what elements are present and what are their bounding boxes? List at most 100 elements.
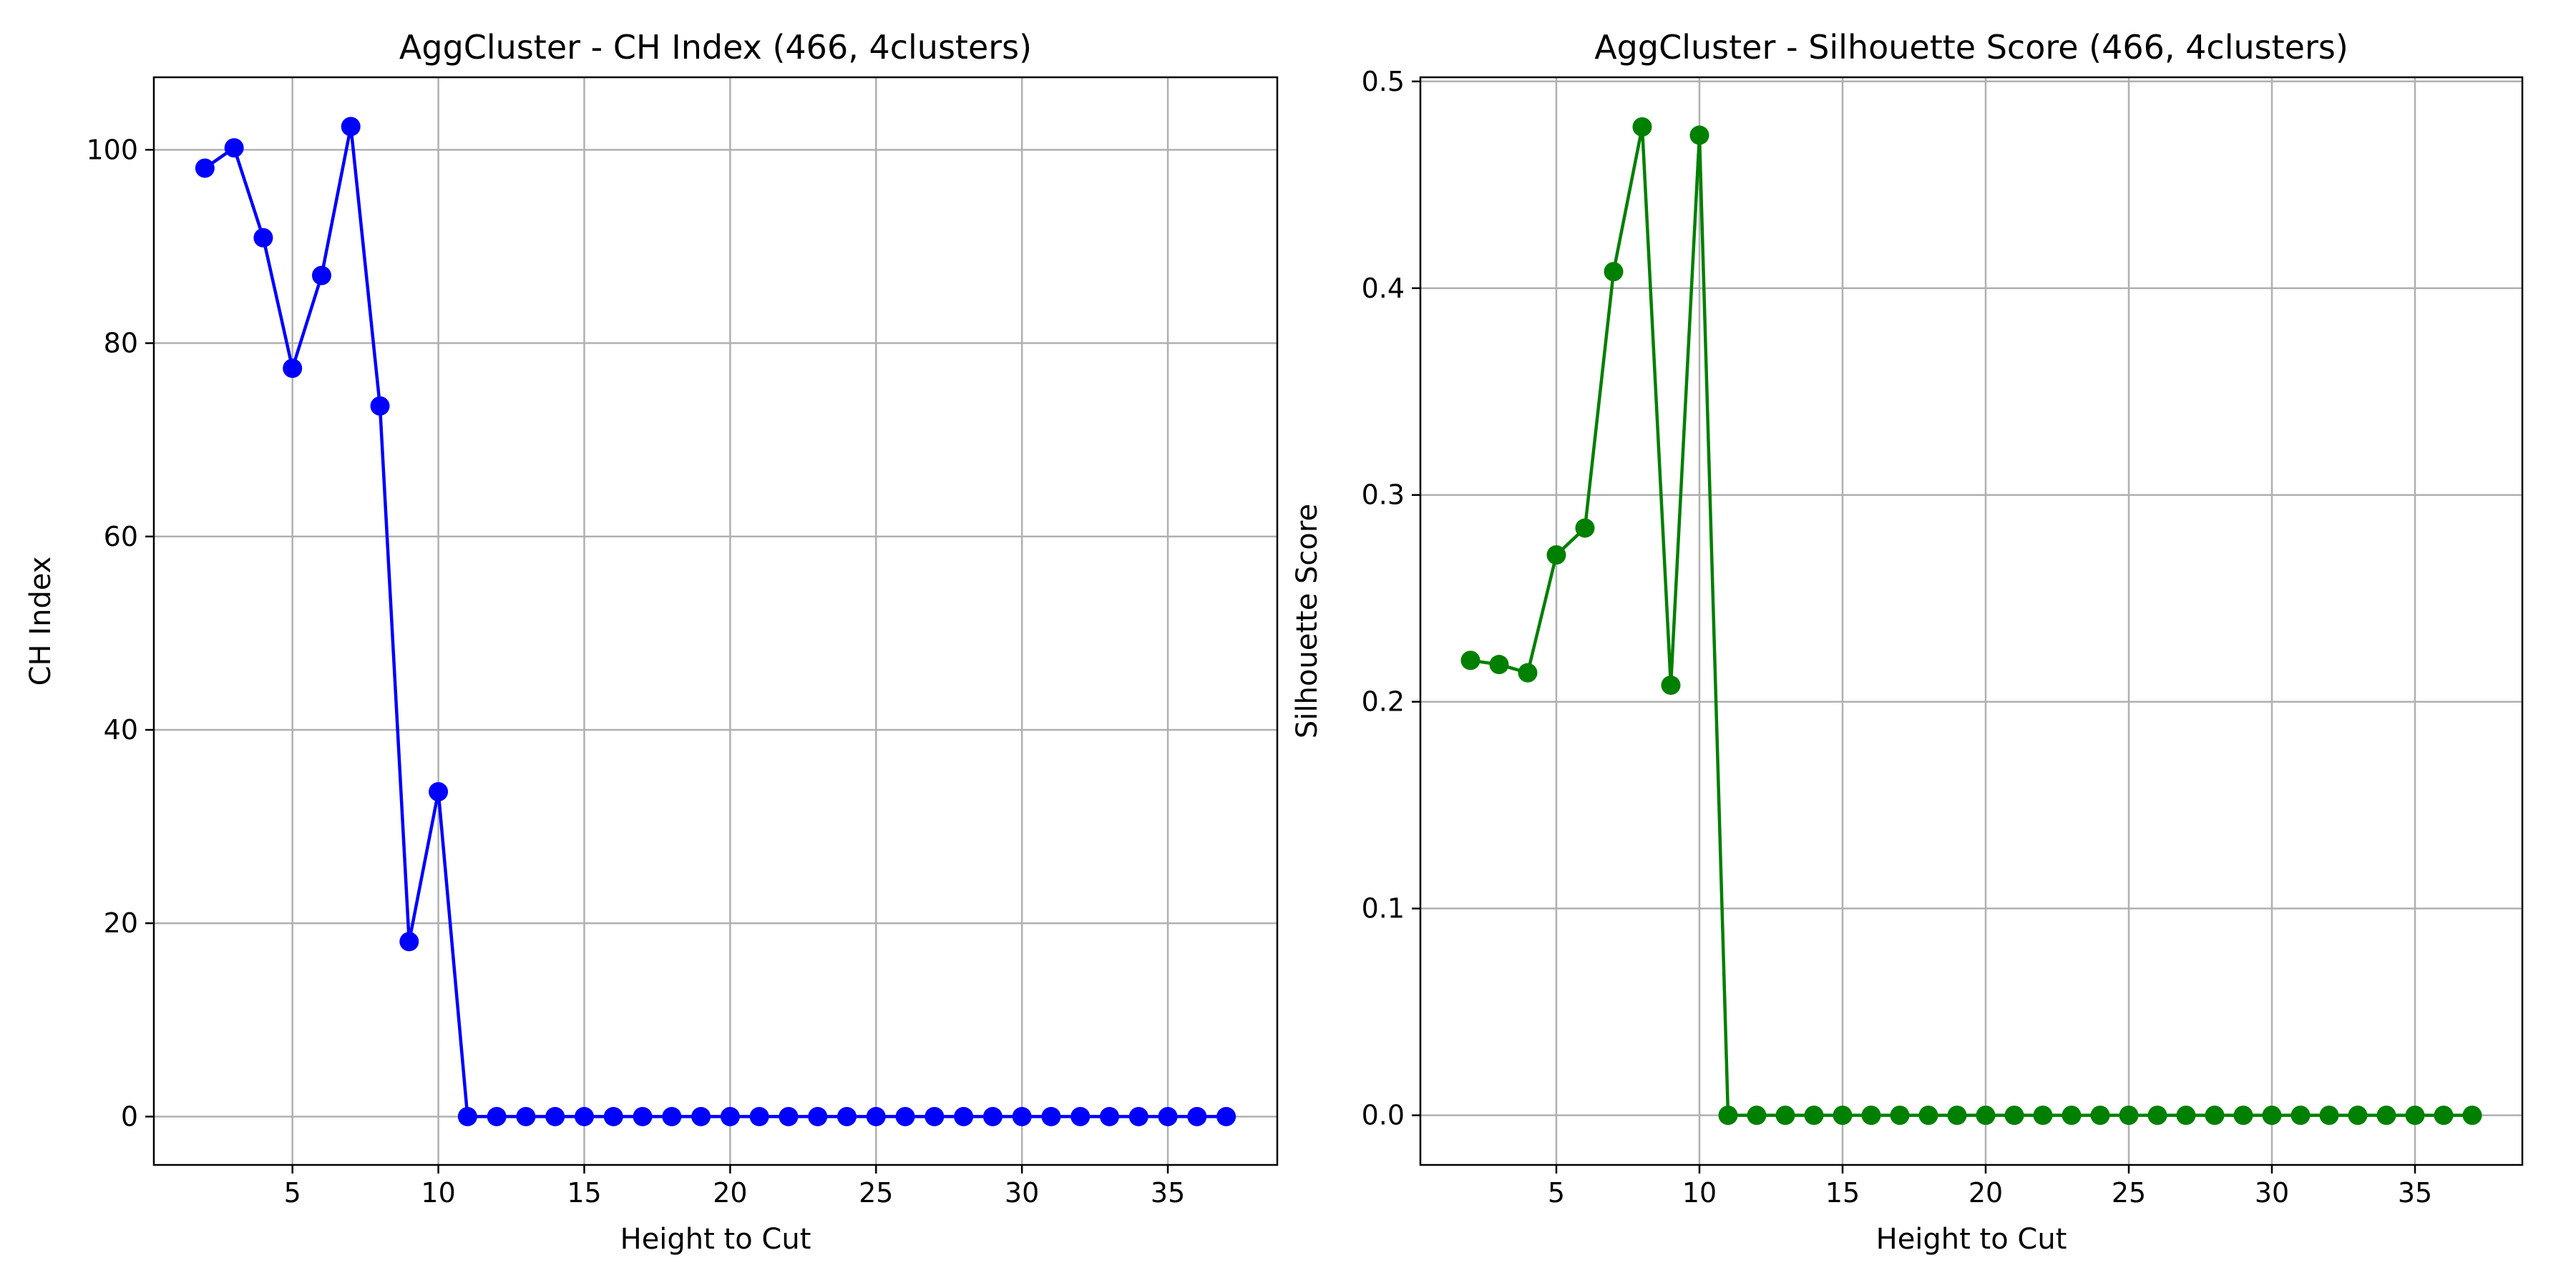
silhouette-score-data-point [2033, 1106, 2053, 1126]
ch-index-y-axis-label: CH Index [24, 557, 57, 686]
ch-index-plot-frame [152, 76, 1279, 1166]
ch-index-data-point [1041, 1106, 1061, 1126]
ch-index-data-point [837, 1106, 857, 1126]
ch-index-y-tick-label: 80 [104, 328, 138, 359]
ch-index-data-point [1187, 1106, 1207, 1126]
silhouette-score-data-point [2062, 1106, 2082, 1126]
ch-index-x-tick-label: 25 [859, 1177, 893, 1209]
ch-index-data-point [253, 228, 273, 248]
ch-index-series [195, 117, 1236, 1126]
ch-index-data-point [924, 1106, 945, 1126]
ch-index-data-point [516, 1106, 536, 1126]
silhouette-score-x-tick-label: 30 [2255, 1177, 2289, 1209]
ch-index-data-point [1216, 1106, 1236, 1126]
ch-index-y-tick-label: 60 [104, 521, 138, 552]
ch-index-data-point [720, 1106, 740, 1126]
ch-index-data-point [1128, 1106, 1148, 1126]
silhouette-score-x-tick-label: 35 [2398, 1177, 2432, 1209]
silhouette-score-y-tick-label: 0.5 [1362, 66, 1405, 97]
silhouette-score-data-point [2376, 1106, 2396, 1126]
ch-index-ticks: 5 10 15 20 25 30 35 0 20 40 60 80 100 [86, 134, 1185, 1209]
silhouette-score-data-point [1689, 125, 1709, 145]
ch-index-data-point [808, 1106, 828, 1126]
silhouette-score-grid [1420, 77, 2522, 1165]
ch-index-data-point [895, 1106, 915, 1126]
silhouette-score-x-tick-label: 10 [1682, 1177, 1717, 1209]
ch-index-data-point [1100, 1106, 1120, 1126]
ch-index-data-point [866, 1106, 886, 1126]
ch-index-data-point [429, 781, 449, 801]
ch-index-data-point [691, 1106, 711, 1126]
silhouette-score-data-point [1747, 1106, 1767, 1126]
silhouette-score-y-tick-label: 0.4 [1362, 273, 1405, 304]
ch-index-data-point [545, 1106, 565, 1126]
ch-index-data-point [224, 138, 244, 158]
ch-index-data-point [633, 1106, 653, 1126]
ch-index-x-axis-label: Height to Cut [620, 1223, 811, 1256]
silhouette-score-data-point [2319, 1106, 2339, 1126]
ch-index-x-tick-label: 5 [284, 1177, 301, 1209]
ch-index-data-point [399, 932, 419, 952]
silhouette-score-data-point [1661, 675, 1681, 696]
ch-index-data-point [749, 1106, 769, 1126]
ch-index-y-tick-label: 20 [104, 907, 138, 939]
silhouette-score-data-point [1575, 518, 1595, 538]
silhouette-score-plot-frame [1419, 76, 2524, 1166]
silhouette-score-data-point [1718, 1106, 1738, 1126]
silhouette-score-data-point [1460, 650, 1480, 670]
silhouette-score-data-point [2405, 1106, 2425, 1126]
silhouette-score-data-point [2462, 1106, 2482, 1126]
ch-index-x-tick-label: 20 [713, 1177, 747, 1209]
silhouette-score-data-point [2262, 1106, 2282, 1126]
ch-index-grid [154, 77, 1277, 1165]
silhouette-score-data-point [1804, 1106, 1824, 1126]
silhouette-score-x-tick-label: 5 [1548, 1177, 1565, 1209]
silhouette-score-data-point [2348, 1106, 2368, 1126]
silhouette-score-data-point [1775, 1106, 1795, 1126]
ch-index-y-tick-label: 0 [121, 1101, 138, 1132]
silhouette-score-data-point [2290, 1106, 2311, 1126]
silhouette-score-plot: 5 10 15 20 25 30 35 0.0 0.1 0.2 0.3 0.4 0.5 AggClust… [1291, 28, 2524, 1256]
silhouette-score-x-tick-label: 15 [1825, 1177, 1860, 1209]
silhouette-score-data-point [2205, 1106, 2225, 1126]
silhouette-score-x-axis-label: Height to Cut [1876, 1223, 2067, 1256]
silhouette-score-data-point [2119, 1106, 2139, 1126]
ch-index-y-tick-label: 100 [86, 134, 138, 165]
silhouette-score-data-point [1918, 1106, 1938, 1126]
silhouette-score-data-point [2176, 1106, 2196, 1126]
silhouette-score-title: AggCluster - Silhouette Score (466, 4clu… [1594, 28, 2348, 67]
silhouette-score-y-tick-label: 0.2 [1362, 686, 1405, 718]
silhouette-score-data-point [2004, 1106, 2024, 1126]
silhouette-score-data-point [1546, 545, 1566, 565]
ch-index-x-tick-label: 15 [567, 1177, 601, 1209]
ch-index-x-tick-label: 10 [421, 1177, 455, 1209]
silhouette-score-data-point [2233, 1106, 2253, 1126]
ch-index-data-point [487, 1106, 507, 1126]
silhouette-score-data-point [2147, 1106, 2167, 1126]
ch-index-data-point [954, 1106, 974, 1126]
ch-index-data-point [1012, 1106, 1032, 1126]
ch-index-x-tick-label: 35 [1151, 1177, 1185, 1209]
ch-index-data-point [370, 396, 390, 416]
silhouette-score-data-point [2090, 1106, 2110, 1126]
silhouette-score-data-point [1518, 663, 1538, 683]
silhouette-score-data-point [1861, 1106, 1881, 1126]
silhouette-score-y-tick-label: 0.3 [1362, 479, 1405, 511]
silhouette-score-y-tick-label: 0.1 [1362, 893, 1405, 924]
silhouette-score-data-point [1890, 1106, 1910, 1126]
ch-index-title: AggCluster - CH Index (466, 4clusters) [399, 28, 1032, 67]
silhouette-score-data-point [1632, 117, 1652, 137]
silhouette-score-x-tick-label: 25 [2112, 1177, 2146, 1209]
silhouette-score-data-point [1604, 262, 1624, 282]
ch-index-data-point [1158, 1106, 1178, 1126]
ch-index-x-tick-label: 30 [1005, 1177, 1039, 1209]
ch-index-data-point [341, 117, 361, 137]
ch-index-data-point [603, 1106, 623, 1126]
silhouette-score-ticks: 5 10 15 20 25 30 35 0.0 0.1 0.2 0.3 0.4 0.5 [1362, 66, 2433, 1209]
ch-index-data-point [574, 1106, 594, 1126]
silhouette-score-data-point [1833, 1106, 1853, 1126]
silhouette-score-data-point [1976, 1106, 1996, 1126]
ch-index-data-point [982, 1106, 1002, 1126]
ch-index-data-point [457, 1106, 477, 1126]
